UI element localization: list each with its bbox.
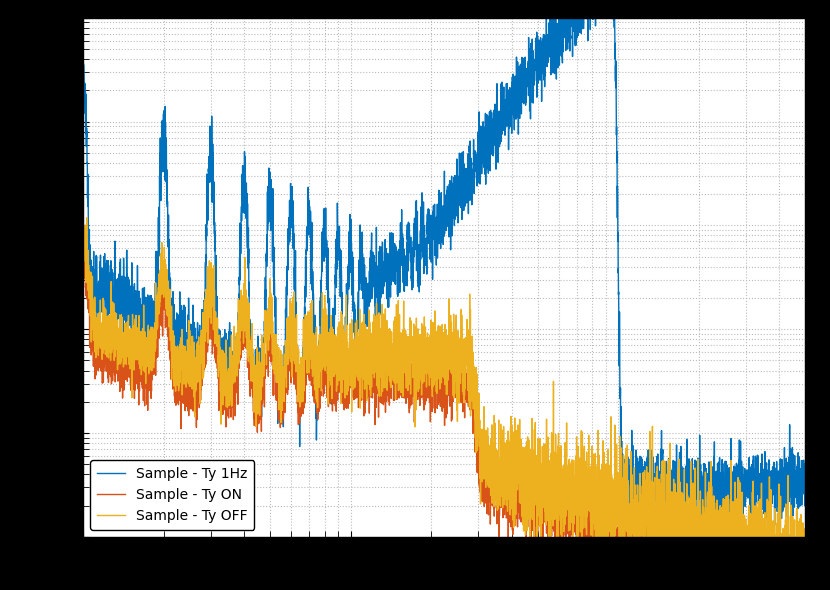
- Sample - Ty OFF: [511, 497, 521, 504]
- Sample - Ty ON: [671, 577, 681, 584]
- Sample - Ty 1Hz: [209, 221, 219, 228]
- Sample - Ty 1Hz: [354, 257, 364, 264]
- Sample - Ty OFF: [209, 322, 219, 329]
- Sample - Ty ON: [78, 236, 88, 243]
- Sample - Ty OFF: [548, 481, 558, 488]
- Sample - Ty 1Hz: [548, 37, 558, 44]
- Sample - Ty OFF: [82, 214, 92, 221]
- Sample - Ty ON: [209, 336, 219, 343]
- Legend: Sample - Ty 1Hz, Sample - Ty ON, Sample - Ty OFF: Sample - Ty 1Hz, Sample - Ty ON, Sample …: [90, 460, 254, 530]
- Sample - Ty OFF: [800, 550, 810, 558]
- Sample - Ty OFF: [617, 536, 627, 543]
- Line: Sample - Ty ON: Sample - Ty ON: [83, 240, 805, 590]
- Sample - Ty 1Hz: [800, 471, 810, 478]
- Sample - Ty 1Hz: [617, 477, 627, 484]
- Sample - Ty ON: [548, 499, 558, 506]
- Sample - Ty OFF: [78, 261, 88, 268]
- Sample - Ty 1Hz: [78, 102, 88, 109]
- Sample - Ty ON: [78, 281, 88, 289]
- Sample - Ty 1Hz: [511, 91, 521, 99]
- Sample - Ty ON: [617, 536, 627, 543]
- Sample - Ty ON: [354, 375, 364, 382]
- Sample - Ty 1Hz: [672, 482, 682, 489]
- Sample - Ty OFF: [354, 339, 364, 346]
- Line: Sample - Ty OFF: Sample - Ty OFF: [83, 218, 805, 590]
- Sample - Ty ON: [511, 486, 521, 493]
- Sample - Ty OFF: [671, 575, 681, 582]
- Sample - Ty 1Hz: [661, 527, 671, 535]
- Line: Sample - Ty 1Hz: Sample - Ty 1Hz: [83, 0, 805, 531]
